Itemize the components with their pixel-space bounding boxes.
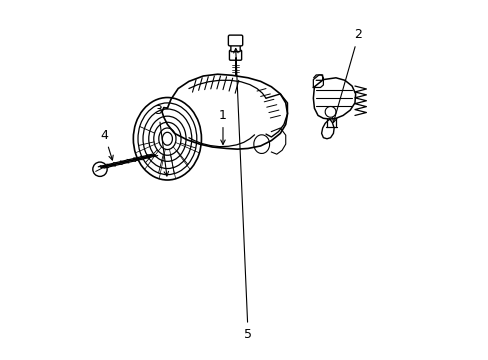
Text: 1: 1 — [219, 109, 226, 144]
FancyBboxPatch shape — [230, 44, 240, 51]
Text: 2: 2 — [332, 28, 362, 122]
Text: 3: 3 — [154, 104, 168, 176]
Circle shape — [93, 162, 107, 176]
FancyBboxPatch shape — [229, 50, 241, 60]
FancyBboxPatch shape — [228, 35, 242, 46]
Text: 5: 5 — [233, 49, 252, 341]
Text: 4: 4 — [101, 129, 113, 160]
